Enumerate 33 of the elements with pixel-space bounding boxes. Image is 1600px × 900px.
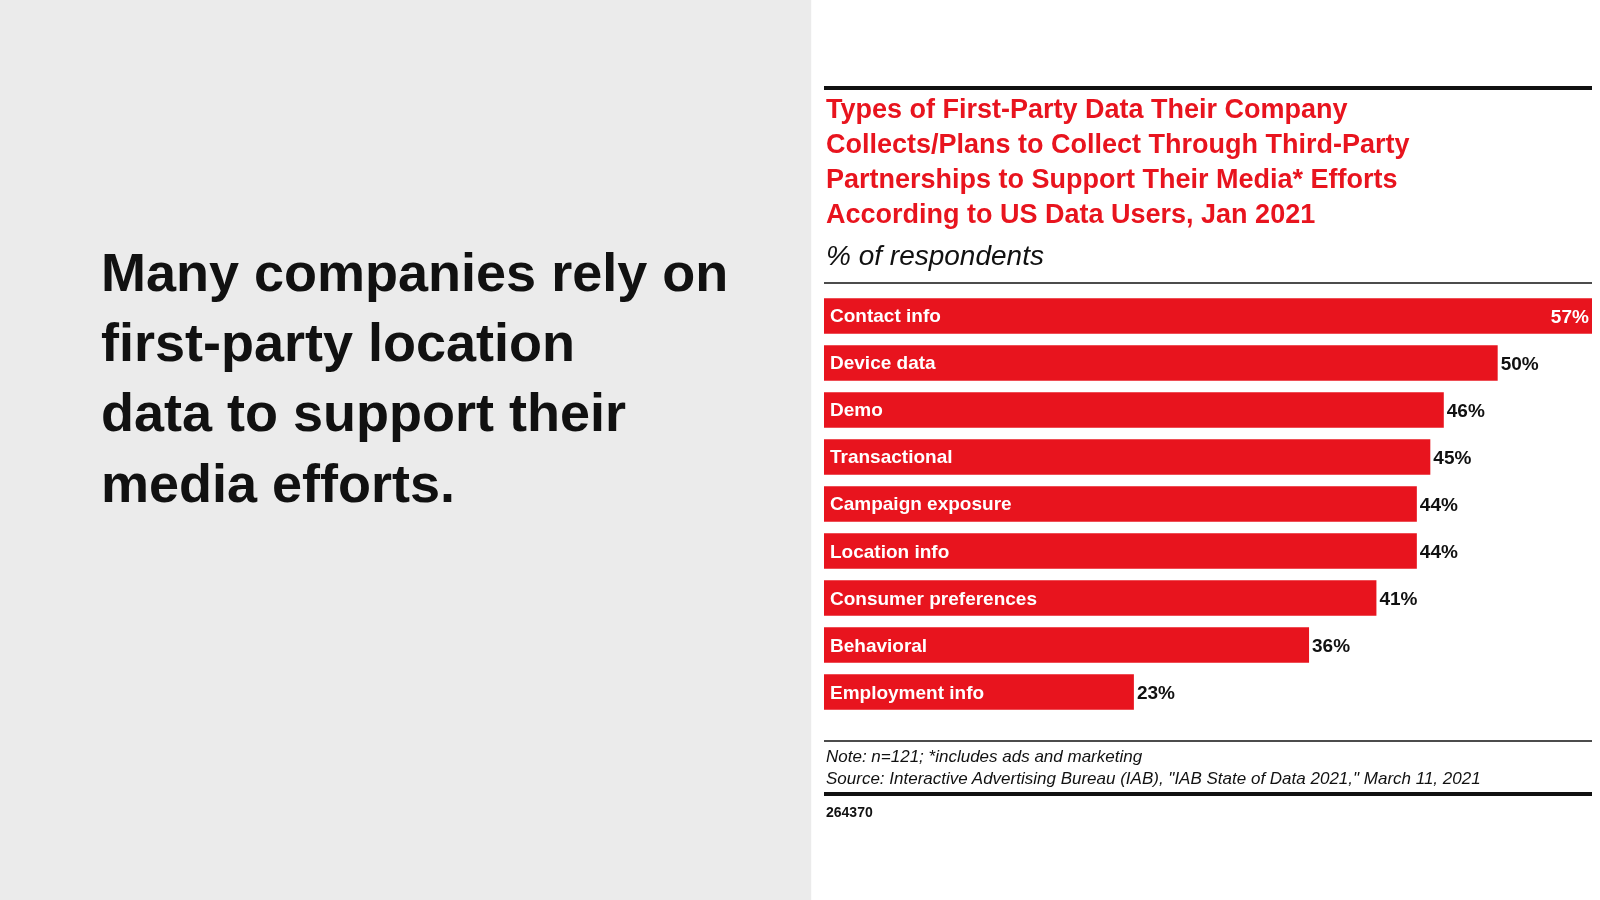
y-tick-label: Device data bbox=[830, 352, 937, 373]
data-label: 23% bbox=[1136, 681, 1176, 703]
y-tick-label: Consumer preferences bbox=[830, 588, 1037, 609]
data-label: 44% bbox=[1419, 540, 1458, 562]
bar bbox=[824, 580, 1377, 616]
data-label: 57% bbox=[1550, 305, 1589, 327]
bar bbox=[824, 298, 1592, 334]
data-label: 44% bbox=[1419, 493, 1458, 515]
data-label: 46% bbox=[1446, 399, 1485, 421]
y-tick-label: Contact info bbox=[830, 305, 941, 326]
y-tick-label: Campaign exposure bbox=[830, 493, 1012, 514]
bar bbox=[824, 486, 1417, 522]
bar bbox=[824, 345, 1498, 381]
data-label: 41% bbox=[1379, 587, 1418, 609]
text: 264370 bbox=[826, 804, 873, 820]
data-label: 45% bbox=[1433, 446, 1472, 468]
bar bbox=[824, 533, 1417, 569]
text: Note: n=121; *includes ads and marketing bbox=[826, 747, 1143, 766]
y-tick-label: Demo bbox=[830, 399, 883, 420]
bar bbox=[824, 392, 1444, 428]
data-label: 36% bbox=[1312, 634, 1351, 656]
y-tick-label: Employment info bbox=[830, 682, 985, 703]
y-tick-label: Behavioral bbox=[830, 635, 928, 656]
chart-title: Types of First-Party Data Their Company Collects/Plans to Collect Through Third-Party Partnerships to Support Their Media* Efforts According to US Data Users, Jan 2021 bbox=[826, 94, 1410, 230]
chart-subtitle: % of respondents bbox=[826, 240, 1044, 271]
bar bbox=[824, 439, 1431, 475]
data-label: 50% bbox=[1500, 352, 1539, 374]
y-tick-label: Location info bbox=[830, 541, 950, 562]
source-note: Source: Interactive Advertising Bureau (IAB), "IAB State of Data 2021," March 11, 2021 bbox=[826, 769, 1481, 789]
text: Many companies rely on first-party location data to support their media efforts. bbox=[101, 242, 729, 513]
bar bbox=[824, 627, 1310, 663]
bar bbox=[824, 674, 1134, 710]
y-tick-label: Transactional bbox=[830, 446, 953, 467]
